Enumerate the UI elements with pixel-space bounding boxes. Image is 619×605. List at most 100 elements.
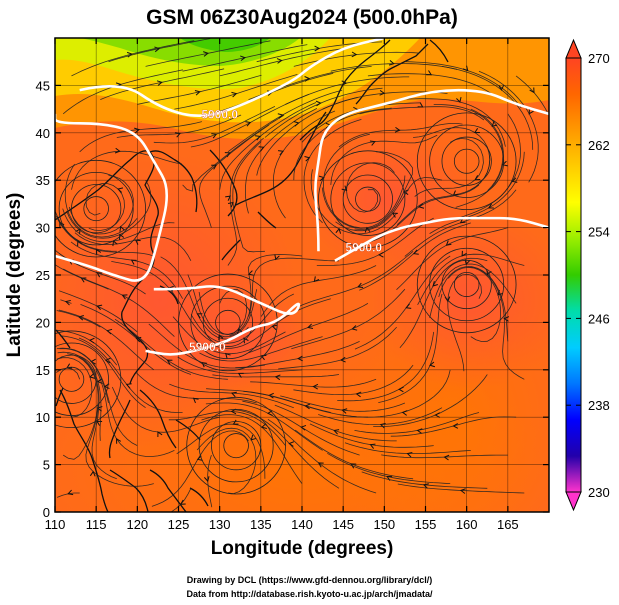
streamline-arrow [119,233,125,240]
streamline-arrow [260,423,267,429]
streamline-arrow [277,113,284,119]
streamline-arrow [250,434,257,441]
contour-line [55,113,168,282]
streamline-arrow [501,160,508,167]
streamline-arrow [96,304,103,310]
streamline-arrow [456,97,462,104]
x-tick-label: 130 [209,517,231,532]
streamline-arrow [341,80,348,87]
contour-line [334,216,549,262]
streamline-arrow [379,90,386,96]
streamline-arrow [96,248,102,255]
circulation-loop [178,273,278,372]
colorbar-tick-label: 270 [588,51,610,66]
streamline-arrow [474,175,481,181]
streamline-arrow [297,355,303,362]
y-tick-label: 20 [36,315,50,330]
streamline-arrow [473,128,480,134]
streamline-arrow [130,259,137,265]
streamline-arrow [459,218,466,224]
streamline-arrow [350,463,357,469]
streamline-arrow [64,299,71,306]
streamline-arrow [434,412,441,418]
streamline-arrow [315,100,322,107]
streamline-arrow [260,354,267,361]
streamline-arrow [369,140,376,146]
streamline [55,215,154,257]
circulation-loop [71,184,122,234]
streamline [171,488,192,512]
streamline-arrow [528,108,534,115]
streamline-arrow [203,51,209,57]
x-tick-label: 155 [415,517,437,532]
streamline-arrow [274,254,280,261]
streamline-arrow [300,424,307,431]
streamline-arrow [201,361,208,368]
streamline-arrow [445,240,452,246]
streamline-arrow [278,150,285,156]
x-tick-label: 145 [332,517,354,532]
streamline-arrow [274,374,281,381]
streamline-arrow [125,383,132,389]
streamline-arrow [119,225,125,232]
circulation-loop [453,148,480,174]
streamline-arrow [426,70,433,76]
circulation-loop [55,354,97,404]
streamline-arrow [503,316,510,322]
streamline-arrow [116,437,122,444]
circulation-loop [355,186,381,212]
streamline-arrow [114,147,121,154]
circulation-loop [429,247,505,322]
streamline-arrow [432,281,438,287]
streamline [58,290,138,333]
streamline-arrow [391,212,398,218]
circulation-loop [416,235,517,334]
streamline-arrow [104,357,111,364]
streamline-arrow [369,443,376,449]
streamline-arrow [307,323,314,330]
streamline-arrow [351,51,358,58]
streamline-arrow [312,383,319,390]
y-tick-label: 35 [36,173,50,188]
x-axis-label: Longitude (degrees) [211,538,394,559]
contour-line [79,38,385,118]
streamline-arrow [245,121,252,127]
colorbar-tick-label: 254 [588,225,610,240]
streamline [59,348,109,404]
streamline-arrow [96,272,103,278]
streamline-arrow [417,102,424,108]
colorbar-min-arrow [565,491,582,512]
streamline-arrow [237,372,244,378]
circulation-loop [211,421,262,471]
streamline-arrow [462,65,469,72]
streamline-arrow [230,391,237,398]
circulation-loop [83,196,109,222]
colorbar-tick-label: 238 [588,398,610,413]
streamline-arrow [422,483,429,489]
streamline-arrow [196,455,203,461]
streamline-arrow [461,250,467,257]
streamline-arrow [511,177,518,183]
streamline-arrow [355,391,362,398]
streamline-arrow [89,470,96,477]
colorbar-tick-label: 246 [588,311,610,326]
streamline-arrow [106,328,113,335]
streamline-arrow [405,303,412,309]
streamline-arrow [271,324,278,331]
streamline-arrow [228,201,234,208]
circulation-loop [429,124,505,198]
streamline-arrow [304,403,311,410]
streamline-arrow [166,359,173,365]
streamline-arrow [293,121,300,127]
streamline-arrow [394,126,401,133]
streamline-arrow [203,476,210,483]
streamline-arrow [459,488,466,494]
circulation-loop [190,285,266,360]
streamline-arrow [174,132,181,138]
colorbar-max-arrow [565,38,582,59]
colorbar: 230 238 246 254 262 270 [565,38,610,512]
streamline-arrow [211,133,218,139]
credit-line-data: Data from http://database.rish.kyoto-u.a… [186,589,433,599]
streamline-arrow [416,428,423,434]
